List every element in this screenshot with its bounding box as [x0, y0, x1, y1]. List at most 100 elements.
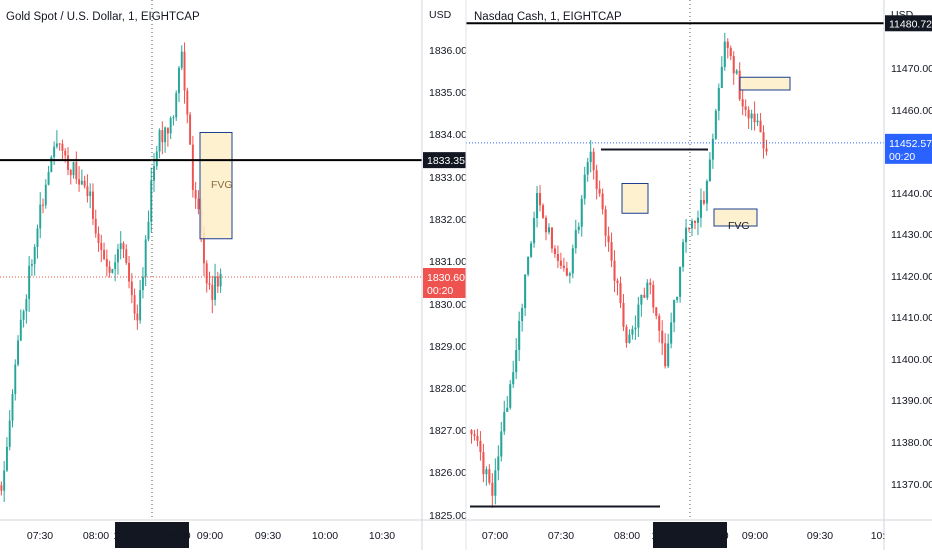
- fvg-zone[interactable]: [713, 208, 758, 227]
- candle-body: [679, 267, 682, 297]
- candle: [25, 294, 28, 324]
- candle-body: [556, 254, 559, 261]
- candle: [105, 249, 108, 277]
- candle: [518, 311, 521, 362]
- candle: [33, 244, 36, 276]
- candle-body: [119, 243, 122, 250]
- candle: [598, 180, 601, 197]
- candle: [720, 56, 723, 89]
- candle: [640, 294, 643, 317]
- candle-body: [36, 228, 39, 247]
- pane-background: [466, 0, 932, 550]
- chart-pane-2[interactable]: FVGUSD11370.0011380.0011390.0011400.0011…: [466, 0, 932, 550]
- candle: [205, 260, 208, 293]
- candle-body: [655, 307, 658, 316]
- candle-body: [690, 220, 694, 229]
- candle: [682, 238, 685, 272]
- candle-body: [500, 431, 503, 457]
- candle-body: [607, 235, 610, 243]
- price-axis[interactable]: USD 1825.00 1826.00 1827.00 1828.00 1829.00 18…: [421, 0, 467, 550]
- candle: [658, 313, 661, 343]
- candle-body: [473, 434, 476, 437]
- candle-body: [601, 193, 604, 210]
- candle: [619, 276, 622, 308]
- candle: [622, 294, 625, 332]
- candle: [607, 226, 610, 252]
- candle: [655, 307, 658, 320]
- candle-body: [30, 264, 33, 266]
- candle-body: [78, 179, 81, 185]
- candle: [100, 234, 103, 263]
- candle-body: [524, 274, 527, 308]
- y-tick-label: 1832.00: [429, 214, 467, 226]
- candle-body: [670, 322, 673, 344]
- candle-body: [610, 242, 613, 261]
- candle: [729, 45, 732, 61]
- candle: [747, 106, 750, 130]
- price-axis[interactable]: USD11370.0011380.0011390.0011400.0011410…: [883, 0, 932, 550]
- candle-body: [155, 151, 158, 167]
- candle: [503, 400, 506, 435]
- candle-body: [494, 470, 497, 496]
- y-tick-label: 11400.00: [891, 354, 932, 366]
- candle-body: [80, 180, 83, 185]
- candle-body: [637, 304, 640, 328]
- candle: [530, 240, 533, 259]
- candle-body: [191, 144, 194, 190]
- candle-body: [720, 66, 723, 89]
- candle-body: [598, 188, 601, 194]
- candle-body: [83, 180, 86, 187]
- candle-body: [3, 470, 6, 491]
- chart-pane-1[interactable]: FVG USD 1825.00 1826.00 1827.00 1828.00 1829.0…: [0, 0, 467, 550]
- candle-body: [604, 209, 607, 236]
- candle-body: [765, 148, 768, 152]
- candle: [690, 218, 694, 237]
- candle-body: [14, 364, 17, 395]
- crosshair-time-label: 15 Jun '22 08:30: [651, 530, 728, 542]
- imbalance-zone[interactable]: [621, 183, 649, 214]
- candle-body: [649, 282, 652, 285]
- candle-body: [658, 315, 661, 331]
- candle: [136, 304, 139, 330]
- candle: [488, 464, 491, 485]
- fvg-zone[interactable]: [199, 132, 233, 240]
- candle: [61, 139, 64, 161]
- candle: [130, 273, 133, 304]
- candle-body: [67, 155, 69, 170]
- candle-body: [89, 191, 92, 197]
- candle-body: [19, 319, 22, 341]
- candle-body: [541, 205, 545, 218]
- candle-body: [711, 138, 714, 160]
- candle: [482, 443, 485, 483]
- candle-body: [661, 330, 664, 344]
- candle-body: [717, 88, 720, 111]
- y-tick-label: 1831.00: [429, 256, 467, 268]
- candle-body: [479, 440, 482, 453]
- fvg-label: FVG: [211, 179, 233, 191]
- candle: [756, 113, 759, 126]
- candle: [705, 179, 708, 211]
- candle-body: [139, 290, 142, 321]
- candle: [646, 279, 649, 301]
- candle-body: [141, 276, 144, 291]
- candle: [75, 151, 78, 184]
- candle: [711, 133, 714, 169]
- candle: [479, 431, 482, 461]
- candle-body: [64, 150, 67, 156]
- candle: [216, 272, 219, 294]
- candle-body: [175, 93, 178, 118]
- candle: [186, 87, 189, 124]
- candle-body: [205, 263, 208, 284]
- candle: [533, 211, 536, 248]
- candle-body: [589, 151, 592, 163]
- imbalance-zone[interactable]: [739, 76, 791, 91]
- candle: [172, 115, 175, 126]
- candle-body: [732, 56, 735, 74]
- level-price-label: 11480.72: [889, 18, 932, 30]
- candle: [5, 437, 8, 472]
- candle: [8, 410, 11, 451]
- candle: [524, 274, 527, 317]
